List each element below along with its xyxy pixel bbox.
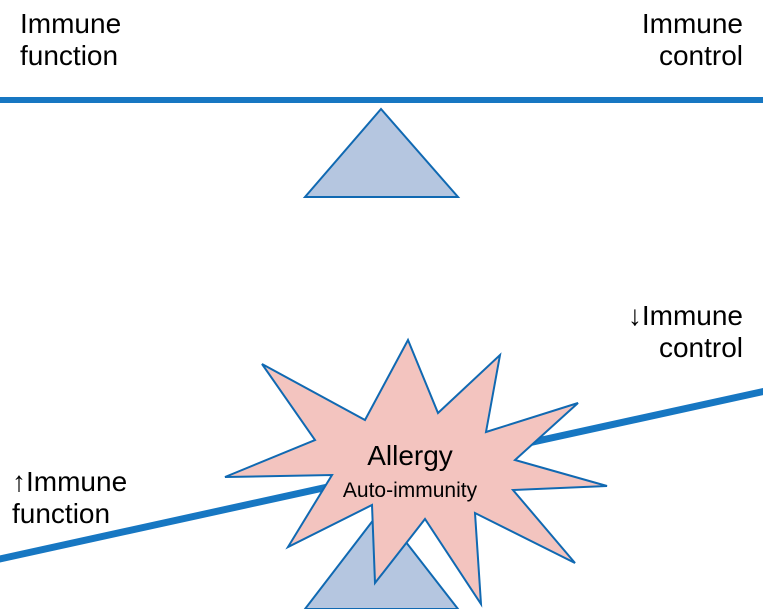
burst-line1: Allergy [367,440,453,471]
top-right-line2: control [659,40,743,71]
burst-line2: Auto-immunity [343,479,477,502]
bottom-right-line2: control [659,332,743,363]
bottom-left-line1: ↑Immune [12,466,127,497]
bottom-left-label: ↑Immune function [12,466,127,530]
top-right-line1: Immune [642,8,743,39]
bottom-left-line2: function [12,498,110,529]
top-left-line2: function [20,40,118,71]
top-fulcrum [305,109,458,197]
bottom-right-label: ↓Immune control [628,300,743,364]
top-right-label: Immune control [642,8,743,72]
burst-label: Allergy Auto-immunity [330,440,490,504]
top-left-line1: Immune [20,8,121,39]
bottom-right-line1: ↓Immune [628,300,743,331]
top-left-label: Immune function [20,8,121,72]
